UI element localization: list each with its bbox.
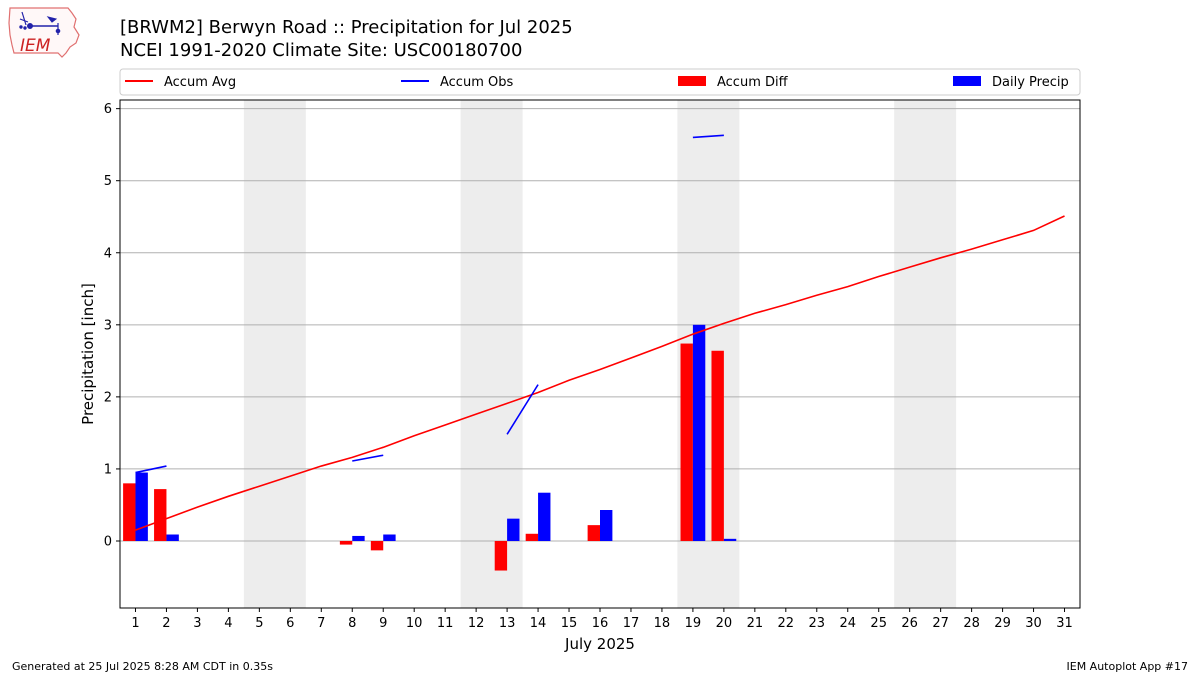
iem-logo: IEM — [8, 7, 80, 58]
x-tick-label: 6 — [286, 616, 294, 631]
daily-precip-bar — [538, 492, 551, 541]
accum-diff-bar — [370, 540, 384, 551]
daily-precip-bar — [383, 534, 396, 541]
x-tick-label: 25 — [870, 616, 887, 631]
daily-precip-bar — [352, 535, 365, 541]
x-tick-label: 2 — [162, 616, 170, 631]
legend-label: Accum Diff — [717, 75, 789, 90]
legend-swatch — [678, 76, 706, 86]
accum-obs-segment — [352, 454, 384, 462]
daily-precip-bar — [600, 510, 613, 541]
accum-diff-bar — [339, 540, 353, 545]
legend-accum-avg: Accum Avg — [125, 75, 236, 90]
x-tick-label: 8 — [348, 616, 356, 631]
y-tick-label: 2 — [104, 390, 112, 405]
x-tick-label: 1 — [131, 616, 139, 631]
x-tick-label: 18 — [654, 616, 671, 631]
x-tick-label: 23 — [809, 616, 826, 631]
accum-diff-bar — [494, 540, 508, 571]
y-tick-label: 4 — [104, 246, 112, 261]
legend-swatch — [953, 76, 981, 86]
daily-precip-bar — [166, 534, 179, 541]
accum-obs-segment — [135, 465, 167, 474]
legend-label: Accum Obs — [440, 75, 513, 90]
x-tick-label: 15 — [561, 616, 578, 631]
accum-diff-bar — [587, 525, 600, 541]
x-tick-label: 12 — [468, 616, 485, 631]
x-tick-label: 14 — [530, 616, 547, 631]
accum-obs-segment — [506, 384, 539, 435]
x-tick-label: 21 — [747, 616, 764, 631]
logo-text: IEM — [20, 36, 51, 56]
accum-diff-bar — [123, 483, 136, 541]
accum-diff-bar — [525, 533, 539, 541]
daily-precip-bar — [723, 538, 737, 541]
x-tick-label: 10 — [406, 616, 423, 631]
weather-instruments-icon — [19, 11, 61, 35]
x-tick-label: 7 — [317, 616, 325, 631]
daily-precip-bar — [692, 324, 706, 541]
x-tick-label: 27 — [932, 616, 949, 631]
x-tick-label: 19 — [685, 616, 702, 631]
y-tick-label: 0 — [104, 534, 112, 549]
iowa-state-outline — [8, 7, 80, 58]
legend-accum-diff: Accum Diff — [678, 75, 789, 90]
x-tick-label: 9 — [379, 616, 387, 631]
x-tick-label: 5 — [255, 616, 263, 631]
chart-subtitle: NCEI 1991-2020 Climate Site: USC00180700 — [120, 40, 523, 61]
legend-daily-precip: Daily Precip — [953, 75, 1069, 90]
plot-area — [123, 134, 1065, 571]
legend-accum-obs: Accum Obs — [401, 75, 513, 90]
x-tick-label: 20 — [716, 616, 733, 631]
y-tick-label: 6 — [104, 102, 112, 117]
x-tick-label: 22 — [778, 616, 795, 631]
accum-diff-bar — [711, 350, 724, 541]
y-tick-label: 1 — [104, 462, 112, 477]
legend: Accum Avg Accum Obs Accum Diff Daily Precip — [119, 68, 1081, 96]
y-tick-label: 3 — [104, 318, 112, 333]
accum-diff-bar — [680, 343, 693, 541]
x-tick-label: 29 — [994, 616, 1011, 631]
accum-avg-line — [135, 215, 1065, 531]
accum-diff-bar — [154, 489, 167, 541]
daily-precip-bar — [507, 518, 520, 541]
legend-label: Daily Precip — [992, 75, 1069, 90]
x-tick-label: 28 — [963, 616, 980, 631]
x-tick-label: 16 — [592, 616, 609, 631]
legend-label: Accum Avg — [164, 75, 236, 90]
y-tick-label: 5 — [104, 174, 112, 189]
weekend-shading — [243, 100, 306, 608]
y-axis-label: Precipitation [inch] — [79, 283, 97, 425]
x-tick-label: 24 — [839, 616, 856, 631]
x-tick-label: 4 — [224, 616, 232, 631]
chart-title: [BRWM2] Berwyn Road :: Precipitation for… — [120, 17, 573, 38]
x-tick-label: 30 — [1025, 616, 1042, 631]
x-tick-label: 13 — [499, 616, 516, 631]
generated-timestamp: Generated at 25 Jul 2025 8:28 AM CDT in … — [12, 660, 273, 673]
x-tick-label: 3 — [193, 616, 201, 631]
x-axis-label: July 2025 — [564, 635, 635, 653]
x-tick-label: 11 — [437, 616, 454, 631]
x-tick-label: 26 — [901, 616, 918, 631]
x-tick-label: 31 — [1056, 616, 1073, 631]
weekend-shading — [894, 100, 957, 608]
x-tick-label: 17 — [623, 616, 640, 631]
legend-box — [119, 68, 1081, 96]
daily-precip-bar — [135, 472, 148, 541]
accum-obs-segment — [692, 134, 724, 139]
app-credit: IEM Autoplot App #17 — [1066, 660, 1189, 673]
